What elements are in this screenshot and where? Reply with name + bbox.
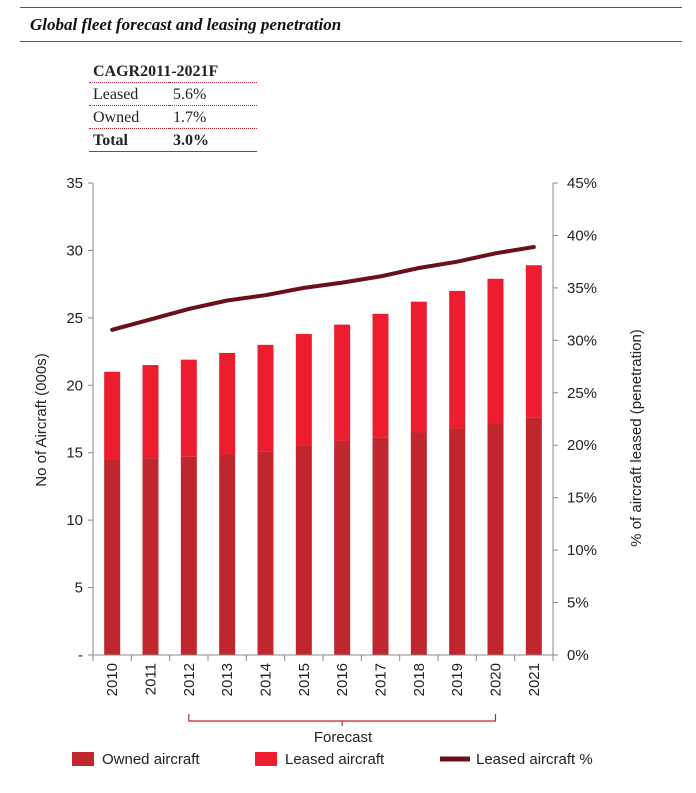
bar-leased [180,359,197,457]
bar-owned [372,437,389,655]
bar-leased [410,301,427,433]
y-tick-label: 20 [66,377,83,394]
y2-tick-label: 30% [567,332,597,349]
cagr-value: 1.7% [169,105,257,129]
legend-swatch-leased [255,752,277,766]
bar-leased [334,324,351,441]
bar-owned [180,456,197,655]
cagr-value: 3.0% [169,128,257,152]
x-tick-label: 2010 [104,663,121,696]
legend-label-leased: Leased aircraft [285,751,385,768]
y2-tick-label: 20% [567,437,597,454]
y2-tick-label: 15% [567,490,597,507]
bar-owned [104,459,121,655]
chart-title: Global fleet forecast and leasing penetr… [30,15,342,34]
bar-owned [449,428,466,655]
x-tick-label: 2021 [526,663,543,696]
bar-leased [372,313,389,438]
y-tick-label: - [78,647,83,664]
y2-tick-label: 45% [567,175,597,192]
x-tick-label: 2016 [334,663,351,696]
y2-tick-label: 0% [567,647,589,664]
x-tick-label: 2020 [488,663,505,696]
y2-tick-label: 10% [567,542,597,559]
cagr-row-total: Total 3.0% [89,128,257,152]
y2-axis-label: % of aircraft leased (penetration) [628,329,645,547]
top-rule [20,7,682,8]
x-tick-label: 2018 [411,663,428,696]
axes-group: - 5 10 15 20 25 30 35 0% 5% 10% 15% 20% 25% 30% 35% 40% 4… [66,175,597,696]
bar-owned [525,417,542,655]
x-tick-label: 2014 [258,663,275,696]
legend-swatch-owned [72,752,94,766]
bar-leased [525,265,542,418]
y-axis-label: No of Aircraft (000s) [33,353,50,486]
y2-tick-label: 25% [567,385,597,402]
series-line-leased-pct [110,245,536,332]
y-tick-label: 30 [66,242,83,259]
bar-leased [104,371,121,460]
x-tick-label: 2013 [219,663,236,696]
bar-owned [487,423,504,655]
title-rule [20,41,682,42]
bar-owned [295,445,312,655]
y2-tick-label: 35% [567,280,597,297]
legend-label-line: Leased aircraft % [476,751,593,768]
cagr-row-owned: Owned 1.7% [89,105,257,129]
bars-group [104,265,542,655]
line-group [110,245,536,332]
y-tick-label: 25 [66,310,83,327]
cagr-label: Owned [89,105,169,129]
cagr-label: Leased [89,82,169,106]
y2-tick-label: 40% [567,227,597,244]
x-tick-label: 2012 [181,663,198,696]
bar-owned [257,451,274,655]
bar-leased [449,290,466,429]
x-tick-label: 2015 [296,663,313,696]
y-tick-label: 10 [66,512,83,529]
x-tick-label: 2011 [143,663,160,695]
bar-owned [410,432,427,655]
legend-label-owned: Owned aircraft [102,751,200,768]
cagr-value: 5.6% [169,82,257,106]
cagr-heading: CAGR2011-2021F [89,60,257,83]
y-tick-label: 5 [75,580,83,597]
cagr-row-leased: Leased 5.6% [89,82,257,106]
forecast-bracket [188,714,497,726]
bar-leased [257,344,274,452]
bar-owned [334,440,351,655]
cagr-table-header: CAGR2011-2021F [89,60,257,83]
y2-tick-label: 5% [567,595,589,612]
bar-owned [142,458,159,655]
bar-leased [142,365,159,459]
y-tick-label: 35 [66,175,83,192]
x-tick-label: 2017 [373,663,390,696]
cagr-table: CAGR2011-2021F Leased 5.6% Owned 1.7% To… [89,60,257,152]
bar-leased [219,352,236,455]
bar-leased [487,278,504,424]
cagr-label: Total [89,128,169,152]
bar-leased [295,334,312,446]
forecast-annotation: Forecast [314,729,373,746]
bar-owned [219,454,236,655]
y-tick-label: 15 [66,445,83,462]
x-tick-label: 2019 [449,663,466,696]
